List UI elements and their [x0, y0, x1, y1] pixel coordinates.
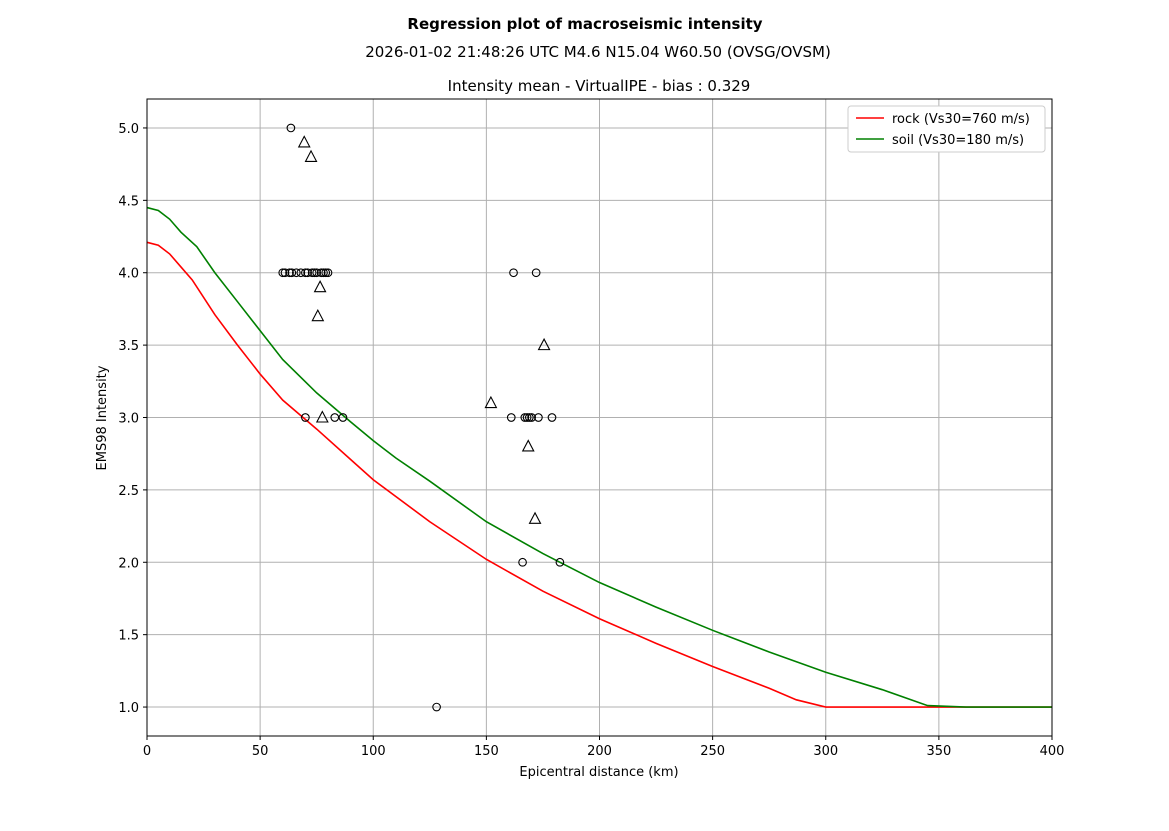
- data-point-circle: [301, 268, 310, 278]
- x-tick-label: 350: [926, 744, 951, 759]
- legend-box: [847, 105, 1046, 153]
- data-point-triangle: [521, 439, 535, 452]
- data-point-circle: [522, 413, 532, 422]
- y-tick-label: 2.0: [118, 556, 139, 571]
- data-point-circle: [534, 413, 543, 422]
- data-point-circle: [338, 413, 348, 422]
- y-tick-label: 4.0: [118, 267, 139, 282]
- series-line-1: [146, 206, 1052, 708]
- chart-subtitle: 2026-01-02 21:48:26 UTC M4.6 N15.04 W60.…: [365, 43, 831, 61]
- data-point-triangle: [311, 308, 325, 322]
- data-point-circle: [285, 268, 294, 278]
- x-tick-label: 50: [252, 744, 269, 759]
- data-point-circle: [278, 268, 288, 278]
- y-tick-label: 4.5: [118, 194, 139, 209]
- data-point-triangle: [315, 410, 329, 423]
- data-point-circle: [280, 268, 290, 278]
- data-point-circle: [301, 413, 310, 422]
- y-tick-label: 5.0: [118, 122, 139, 137]
- data-point-circle: [296, 268, 306, 278]
- data-point-triangle: [313, 280, 327, 293]
- y-tick-label: 2.5: [118, 484, 139, 499]
- x-tick-label: 0: [143, 744, 151, 759]
- data-point-circle: [287, 268, 297, 278]
- data-point-circle: [509, 268, 518, 278]
- data-point-triangle: [304, 149, 318, 162]
- data-point-circle: [531, 268, 541, 278]
- data-point-circle: [312, 268, 322, 278]
- data-point-circle: [506, 413, 516, 422]
- data-point-circle: [286, 123, 296, 133]
- data-point-triangle: [484, 395, 498, 409]
- data-point-circle: [307, 268, 317, 278]
- x-tick-label: 300: [813, 744, 838, 759]
- axes-title: Intensity mean - VirtualIPE - bias : 0.3…: [448, 77, 751, 95]
- data-point-circle: [527, 413, 536, 422]
- data-point-circle: [319, 268, 328, 278]
- data-point-circle: [323, 268, 333, 278]
- data-point-circle: [555, 557, 565, 567]
- x-tick-label: 200: [587, 744, 612, 759]
- data-point-triangle: [297, 135, 311, 148]
- series-line-0: [146, 241, 1052, 708]
- data-point-circle: [525, 413, 534, 422]
- x-axis-label: Epicentral distance (km): [519, 765, 678, 780]
- y-tick-label: 1.5: [118, 629, 139, 644]
- data-point-circle: [303, 268, 312, 278]
- data-point-circle: [316, 268, 326, 278]
- x-tick-label: 150: [474, 744, 499, 759]
- y-axis-label: EMS98 Intensity: [95, 365, 110, 470]
- x-tick-label: 400: [1040, 744, 1065, 759]
- data-point-triangle: [537, 337, 551, 351]
- data-point-circle: [518, 557, 527, 567]
- y-tick-label: 1.0: [118, 701, 139, 716]
- x-tick-label: 100: [361, 744, 386, 759]
- data-point-circle: [520, 413, 530, 422]
- legend-label: rock (Vs30=760 m/s): [892, 112, 1030, 127]
- y-tick-label: 3.0: [118, 412, 139, 427]
- data-point-circle: [321, 268, 331, 278]
- data-point-circle: [310, 268, 319, 278]
- chart-title: Regression plot of macroseismic intensit…: [407, 15, 762, 33]
- data-point-circle: [432, 702, 441, 712]
- data-point-triangle: [528, 511, 542, 524]
- legend-label: soil (Vs30=180 m/s): [892, 133, 1024, 148]
- data-point-circle: [291, 268, 301, 278]
- data-point-circle: [547, 413, 557, 422]
- y-tick-label: 3.5: [118, 339, 139, 354]
- x-tick-label: 250: [700, 744, 725, 759]
